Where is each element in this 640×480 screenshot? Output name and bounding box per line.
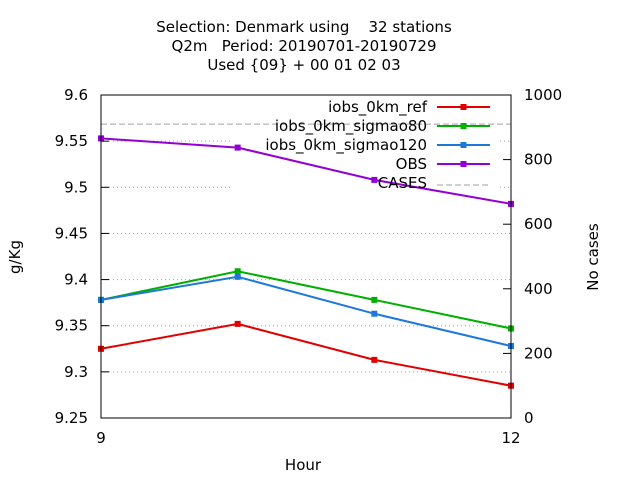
y-tick-label: 9.45 bbox=[55, 224, 88, 242]
data-point bbox=[371, 310, 378, 317]
series-line-2 bbox=[100, 275, 512, 347]
y-tick-label: 9.6 bbox=[64, 86, 88, 104]
legend-label: OBS bbox=[396, 155, 427, 173]
legend-label: iobs_0km_sigmao120 bbox=[265, 136, 427, 155]
y-tick-label: 9.35 bbox=[55, 317, 88, 335]
legend-label: CASES bbox=[378, 174, 427, 192]
data-point bbox=[234, 268, 241, 275]
legend-label: iobs_0km_ref bbox=[328, 98, 428, 117]
series bbox=[98, 135, 514, 389]
x-tick-label: 12 bbox=[501, 429, 520, 447]
chart-title: Selection: Denmark using 32 stationsQ2m … bbox=[156, 18, 452, 74]
y-tick-label: 9.3 bbox=[64, 363, 88, 381]
title-line: Q2m Period: 20190701-20190729 bbox=[172, 37, 437, 55]
x-axis-label: Hour bbox=[285, 456, 322, 474]
title-line: Selection: Denmark using 32 stations bbox=[156, 18, 452, 36]
x-tick-label: 9 bbox=[96, 429, 106, 447]
data-point bbox=[371, 176, 378, 183]
grid bbox=[101, 140, 511, 373]
y-tick-label: 9.5 bbox=[64, 178, 88, 196]
y2-tick-label: 1000 bbox=[524, 86, 562, 104]
y2-tick-label: 200 bbox=[524, 344, 553, 362]
legend-marker bbox=[460, 123, 467, 129]
y-tick-label: 9.55 bbox=[55, 132, 88, 150]
series-line-3 bbox=[100, 137, 512, 205]
data-point bbox=[234, 144, 241, 151]
data-point bbox=[234, 320, 241, 327]
data-point bbox=[234, 273, 241, 280]
data-point bbox=[371, 356, 378, 363]
legend: iobs_0km_refiobs_0km_sigmao80iobs_0km_si… bbox=[265, 98, 490, 192]
y2-tick-label: 400 bbox=[524, 280, 553, 298]
y2-tick-label: 0 bbox=[524, 409, 534, 427]
title-line: Used {09} + 00 01 02 03 bbox=[207, 56, 400, 74]
y-tick-label: 9.4 bbox=[64, 271, 88, 289]
legend-marker bbox=[460, 142, 467, 148]
y-tick-label: 9.25 bbox=[55, 409, 88, 427]
y-axis-label: g/Kg bbox=[6, 240, 24, 274]
plot-frame bbox=[100, 94, 512, 419]
y2-tick-label: 800 bbox=[524, 151, 553, 169]
data-point bbox=[371, 296, 378, 303]
series-line-0 bbox=[100, 322, 512, 387]
y2-tick-label: 600 bbox=[524, 215, 553, 233]
legend-label: iobs_0km_sigmao80 bbox=[275, 117, 427, 136]
series-line-1 bbox=[100, 270, 512, 330]
legend-marker bbox=[460, 161, 467, 167]
legend-marker bbox=[460, 104, 467, 110]
y2-axis-label: No cases bbox=[584, 223, 602, 291]
ticks: 9.25 9.3 9.35 9.4 9.45 9.5 9.55 9.6 0 200 400 600 80… bbox=[55, 86, 563, 447]
